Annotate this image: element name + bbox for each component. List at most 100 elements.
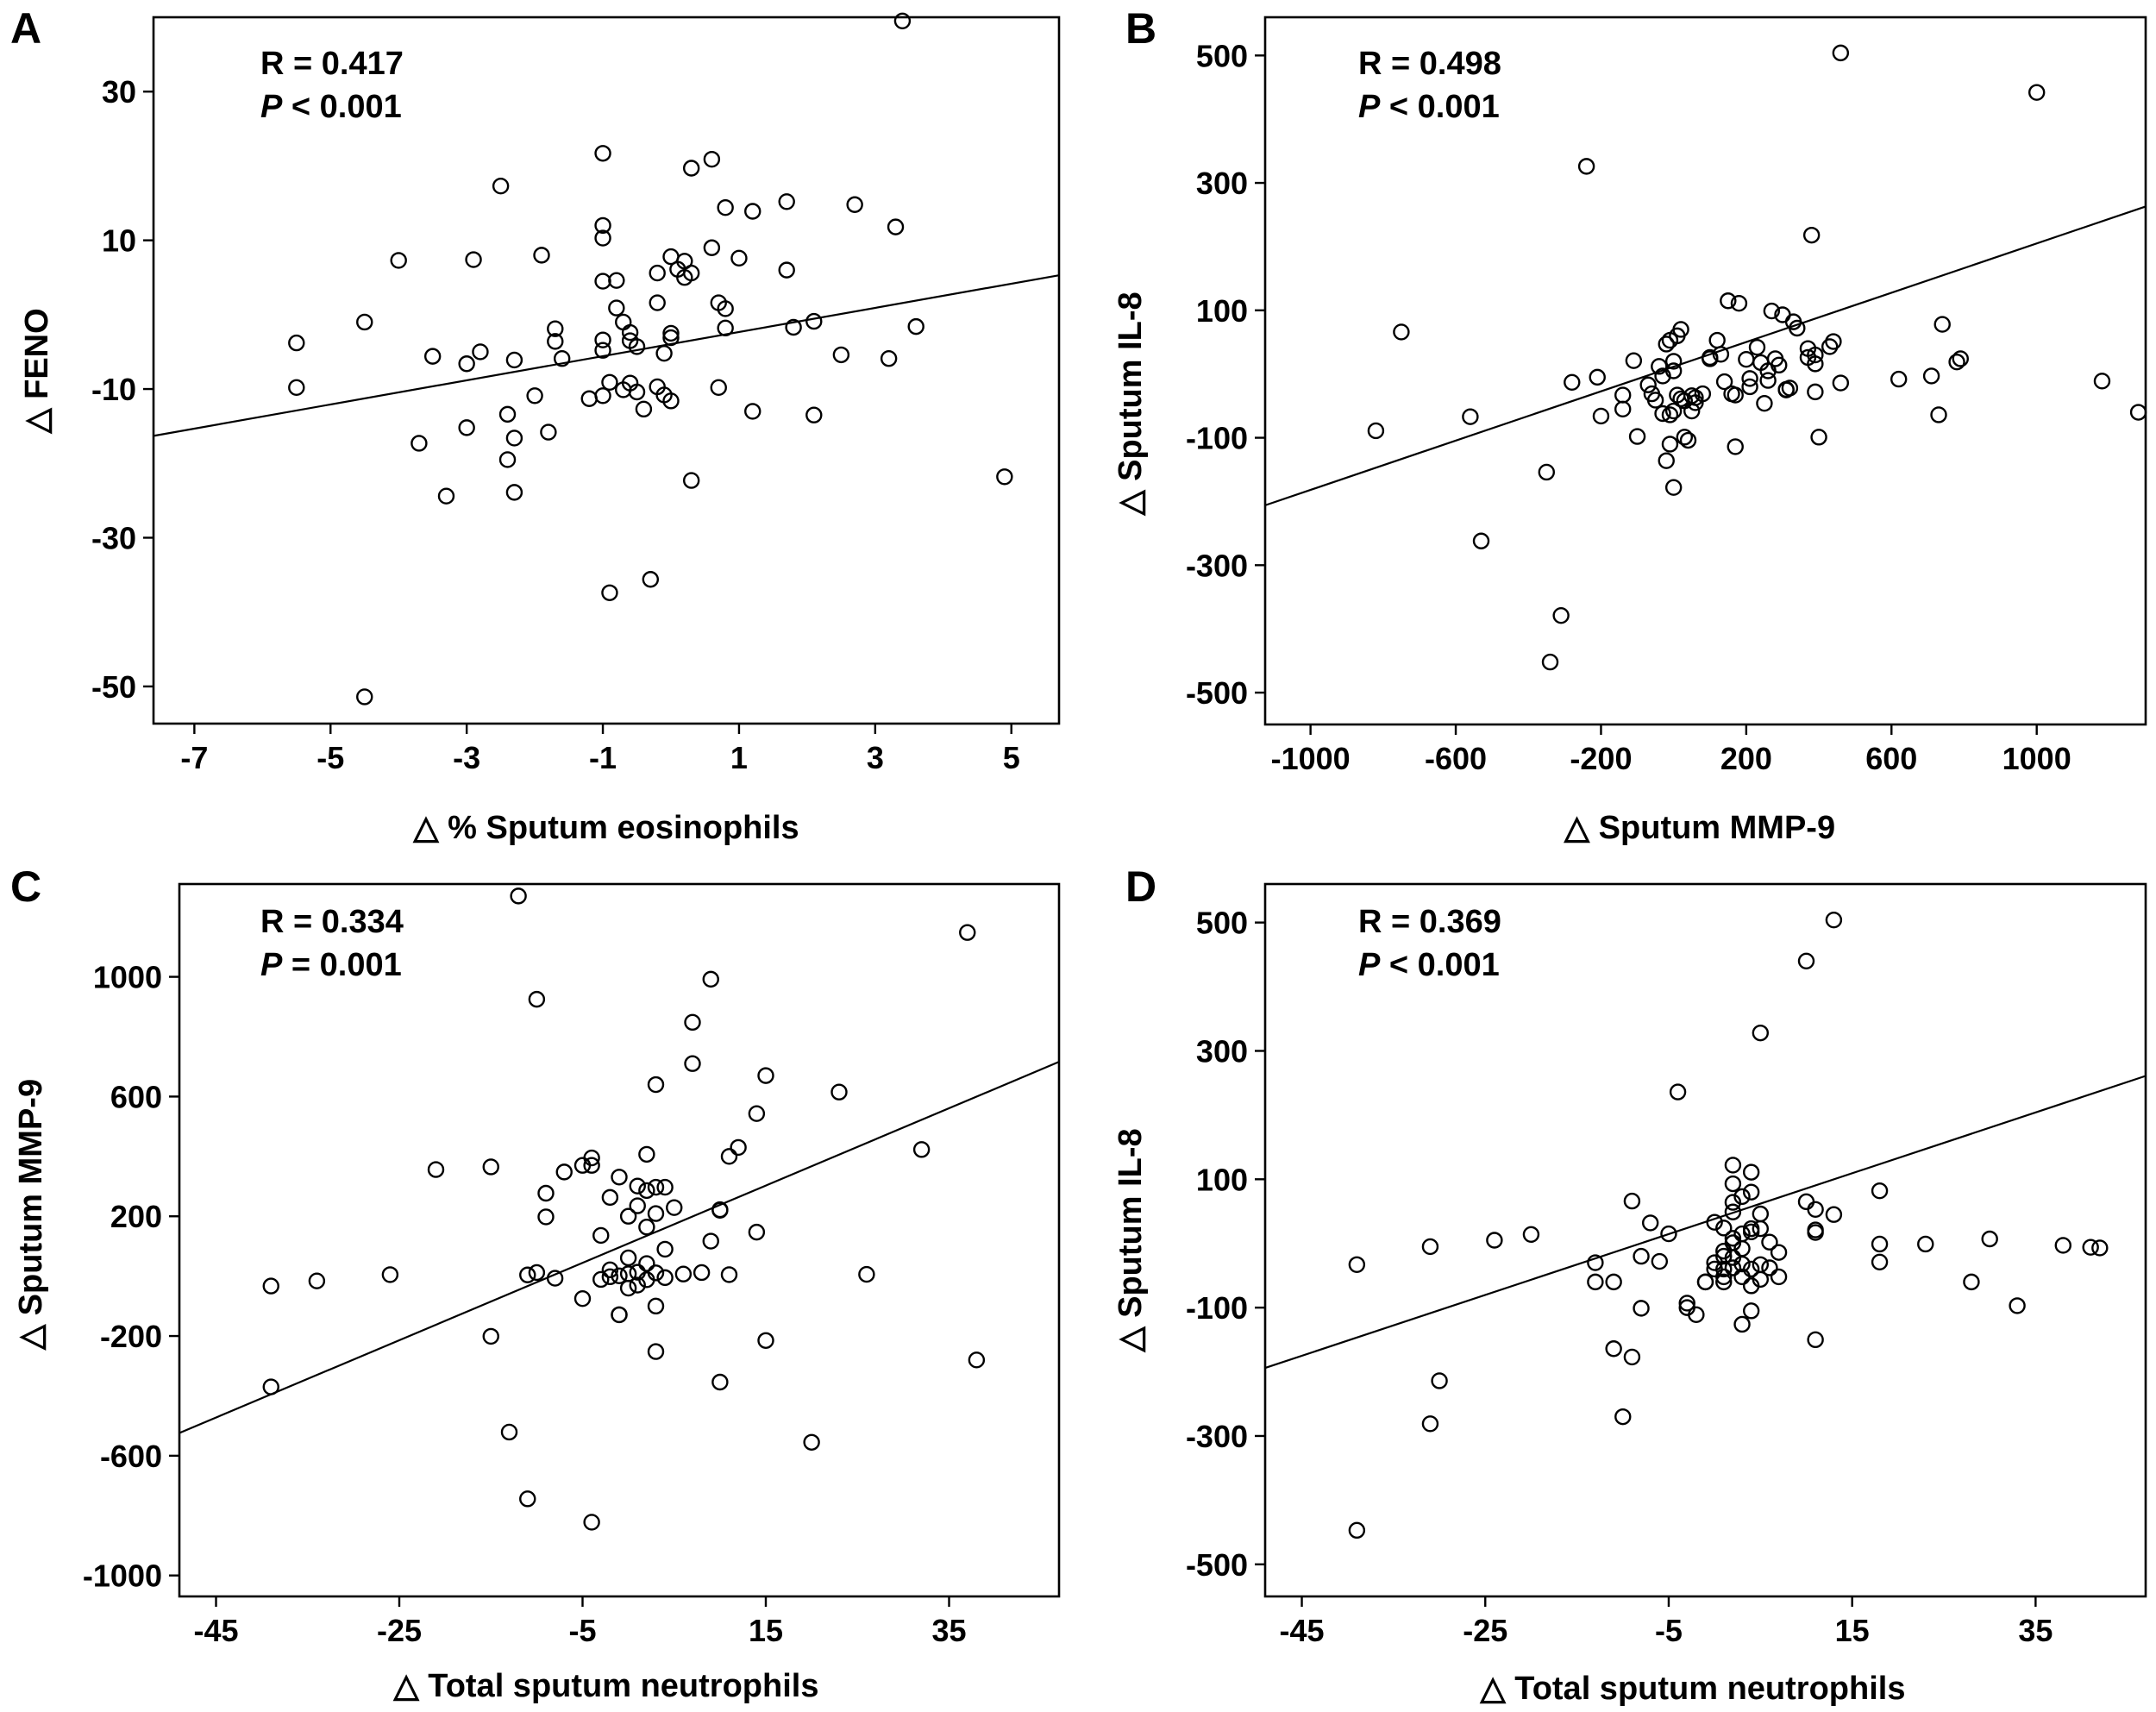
panel-d-scatter-plot: -45 -25 -5 15 35 -500 -300 -100 100 300 500 D R = 0.…	[1112, 862, 2147, 1707]
panel-d-data-point	[1724, 1175, 1742, 1193]
panel-c-data-point	[702, 1232, 719, 1250]
panel-c-y-axis-label: △ Sputum MMP-9	[13, 1079, 49, 1351]
panel-b-data-point	[1639, 376, 1657, 393]
panel-c-data-point	[684, 1055, 701, 1072]
panel-c-data-point	[638, 1255, 655, 1272]
panel-c-data-point	[638, 1219, 655, 1236]
panel-c-regression-line	[179, 1061, 1060, 1434]
panel-d-data-point	[1348, 1256, 1366, 1273]
panel-c-data-point	[537, 1184, 555, 1202]
panel-d-data-point	[1742, 1223, 1760, 1241]
panel-a-data-point	[411, 435, 428, 452]
panel-a-x-tick-label: 3	[867, 740, 884, 775]
panel-c-data-point	[968, 1351, 986, 1369]
panel-b-data-point	[1756, 394, 1773, 412]
panel-c-data-point	[702, 970, 719, 988]
panel-b-y-tick-label: 100	[1196, 293, 1248, 329]
panel-b-y-tick-label: 500	[1196, 38, 1248, 73]
panel-d-data-point	[1761, 1259, 1778, 1276]
panel-a-data-point	[533, 247, 550, 264]
panel-a-data-point	[893, 12, 912, 30]
panel-d-data-point	[1587, 1273, 1604, 1291]
panel-c-data-point	[537, 1208, 555, 1226]
panel-c-r-value: R = 0.334	[260, 904, 404, 940]
panel-c-data-point	[656, 1178, 674, 1196]
panel-b-data-point	[1922, 367, 1940, 385]
panel-a-data-point	[655, 344, 673, 362]
panel-b-data-point	[1614, 386, 1632, 404]
panel-b-data-point	[1658, 336, 1675, 353]
panel-d-data-point	[1807, 1201, 1824, 1218]
panel-a-data-point	[288, 379, 305, 397]
panel-c-data-point	[684, 1013, 701, 1032]
panel-d-data-point	[1715, 1220, 1733, 1237]
panel-c-data-point	[583, 1149, 600, 1167]
panel-a-data-point	[717, 300, 734, 317]
panel-a-data-point	[730, 249, 748, 267]
panel-a-data-point	[744, 203, 761, 220]
panel-c-data-point	[647, 1178, 665, 1196]
panel-b-data-point	[1538, 463, 1555, 481]
panel-b-data-point	[1952, 350, 1969, 367]
panel-d-y-tick-label: -300	[1186, 1419, 1248, 1454]
panel-d-data-point	[1742, 1260, 1760, 1278]
panel-d-p-symbol: P	[1358, 947, 1381, 983]
panel-a-data-point	[423, 348, 442, 365]
panel-a-scatter-plot: -7 -5 -3 -1 1 3 5 -50 -30 -10 10 30 A R = 0.417 P < 0.…	[10, 4, 1061, 846]
panel-c-data-point	[647, 1205, 665, 1222]
panel-b-data-point	[1741, 370, 1758, 387]
panel-a-data-point	[594, 273, 611, 290]
panel-a-x-tick-label: 1	[730, 740, 748, 775]
panel-c-plot-frame	[178, 882, 1061, 1598]
panel-c-y-tick-label: 600	[110, 1079, 162, 1114]
panel-c-data-point	[629, 1276, 646, 1294]
panel-b-p-symbol: P	[1358, 89, 1381, 125]
panel-d-data-point	[1696, 1273, 1714, 1291]
panel-c-data-point	[959, 924, 976, 941]
panel-d-x-tick-label: -25	[1463, 1613, 1507, 1648]
panel-b-data-point	[1832, 44, 1850, 62]
panel-d-data-point	[1871, 1253, 1889, 1271]
panel-a-data-point	[649, 264, 666, 282]
panel-a-data-point	[662, 329, 680, 347]
panel-a-data-point	[805, 312, 823, 330]
panel-a-data-point	[615, 313, 632, 331]
panel-d-data-point	[1752, 1024, 1770, 1042]
panel-b-x-tick-label: 1000	[2002, 741, 2071, 776]
panel-d-data-point	[1431, 1372, 1448, 1389]
panel-d-data-point	[1981, 1230, 1998, 1248]
panel-b-data-point	[1807, 355, 1824, 373]
panel-d-x-tick-label: -45	[1280, 1613, 1325, 1648]
panel-b-y-tick-label: -500	[1186, 675, 1248, 711]
panel-d-data-point	[1724, 1230, 1742, 1247]
panel-a-data-point	[594, 216, 611, 235]
panel-a-data-point	[580, 390, 598, 407]
panel-a-x-tick-label: -3	[453, 740, 480, 775]
panel-a-data-point	[621, 323, 639, 342]
panel-b-data-point	[1658, 452, 1675, 469]
panel-b-data-point	[1661, 436, 1679, 453]
panel-b-x-tick-label: -200	[1570, 741, 1632, 776]
panel-b-data-point	[1462, 408, 1479, 425]
panel-d-regression-line	[1264, 1075, 2147, 1370]
panel-d-data-point	[1669, 1083, 1687, 1101]
panel-b-y-tick-label: -100	[1186, 421, 1248, 456]
panel-d-data-point	[1641, 1214, 1659, 1232]
panel-d-data-point	[1733, 1188, 1751, 1206]
panel-c-data-point	[601, 1188, 619, 1207]
panel-d-data-point	[1825, 1206, 1843, 1223]
panel-b-data-point	[1890, 370, 1908, 388]
panel-b-data-point	[1807, 383, 1824, 401]
panel-c-data-point	[619, 1249, 637, 1267]
panel-b-regression-line	[1264, 205, 2147, 506]
panel-c-data-point	[427, 1161, 445, 1178]
panel-b-data-point	[1789, 319, 1806, 337]
panel-c-label: C	[10, 862, 41, 911]
panel-d-data-point	[1733, 1255, 1751, 1273]
panel-c-data-point	[482, 1158, 499, 1176]
panel-b-data-point	[1694, 385, 1712, 403]
panel-c-data-point	[638, 1145, 655, 1163]
panel-c-data-point	[647, 1343, 665, 1360]
panel-b-data-point	[2028, 84, 2046, 101]
